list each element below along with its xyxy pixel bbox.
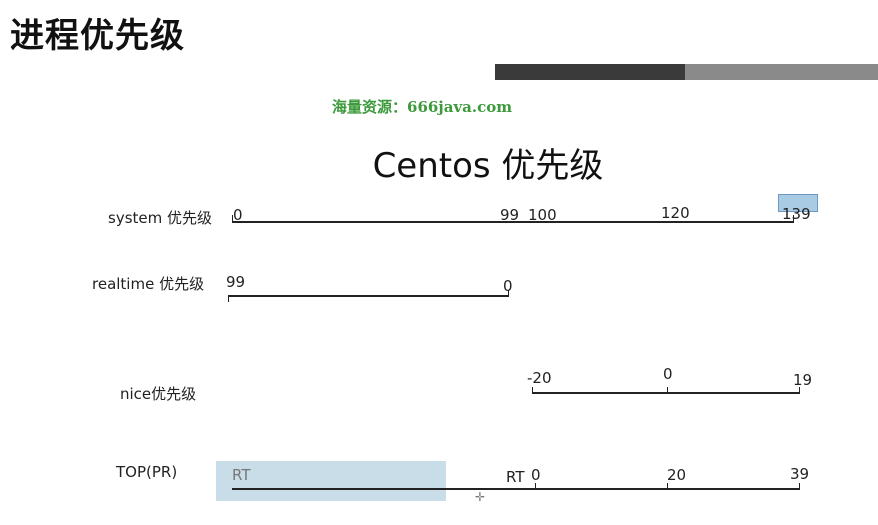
nice-value: -20	[527, 369, 552, 387]
top-tick	[535, 483, 536, 490]
top-rt-highlight-box	[216, 461, 446, 501]
realtime-tick	[508, 290, 509, 297]
top-tick	[667, 483, 668, 490]
system-value: 100	[528, 206, 557, 224]
nice-tick	[667, 387, 668, 394]
top-label: TOP(PR)	[116, 463, 178, 481]
diagram-title: Centos 优先级	[372, 146, 604, 186]
nice-value: 0	[663, 365, 673, 383]
top-value: RT	[506, 468, 525, 486]
watermark-text: 海量资源：666java.com	[332, 98, 513, 116]
top-value: 20	[667, 466, 687, 484]
crosshair-cursor-icon: ✛	[475, 490, 486, 504]
page-title: 进程优先级	[10, 16, 185, 56]
system-highlight-box	[778, 194, 818, 212]
top-value: 0	[531, 466, 541, 484]
system-tick	[232, 215, 233, 222]
nice-tick	[532, 387, 533, 394]
top-tick	[799, 483, 800, 490]
nice-value: 19	[793, 371, 813, 389]
system-scale-line	[232, 221, 794, 223]
nice-label: nice优先级	[120, 385, 197, 403]
nice-tick	[799, 387, 800, 394]
realtime-scale-line	[228, 295, 509, 297]
top-value: RT	[232, 466, 251, 484]
system-value: 139	[782, 205, 811, 223]
realtime-value: 99	[226, 273, 246, 291]
top-value: 39	[790, 465, 810, 483]
nice-scale-line	[532, 392, 800, 394]
top-scale-line	[232, 488, 800, 490]
header-bar-light	[685, 64, 878, 80]
realtime-label: realtime 优先级	[92, 275, 205, 293]
realtime-tick	[228, 295, 229, 302]
system-label: system 优先级	[108, 209, 212, 227]
system-value: 0	[233, 206, 243, 224]
realtime-value: 0	[503, 277, 513, 295]
system-value: 99	[500, 206, 520, 224]
system-tick	[793, 215, 794, 222]
system-value: 120	[661, 204, 690, 222]
header-bar-dark	[495, 64, 685, 80]
